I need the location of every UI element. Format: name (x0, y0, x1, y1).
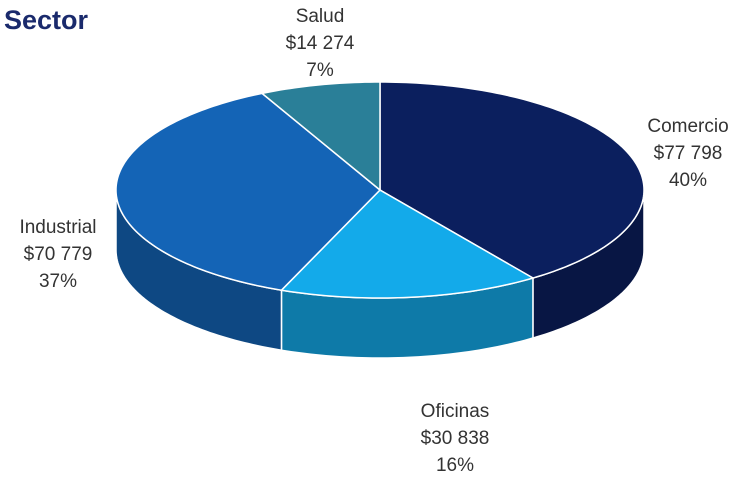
chart-title: Sector (4, 5, 89, 35)
slice-percent-label: 7% (306, 60, 334, 81)
slice-label: Oficinas (421, 401, 490, 422)
slice-value-label: $14 274 (286, 33, 355, 54)
slice-value-label: $77 798 (654, 143, 723, 164)
slice (279, 189, 535, 299)
slice-label: Salud (296, 6, 345, 27)
slice-percent-label: 16% (436, 455, 474, 476)
slice (115, 92, 382, 291)
slice (260, 81, 381, 192)
slice-percent-label: 37% (39, 271, 77, 292)
slice-label: Industrial (19, 217, 96, 238)
slice-percent-label: 40% (669, 170, 707, 191)
slice-label: Comercio (647, 116, 728, 137)
slice-value-label: $70 779 (24, 244, 93, 265)
slice-value-label: $30 838 (421, 428, 490, 449)
slice (379, 81, 645, 279)
